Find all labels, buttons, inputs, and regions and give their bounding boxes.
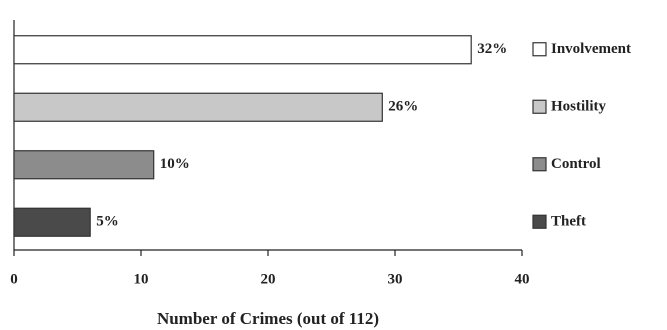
x-axis-title: Number of Crimes (out of 112) xyxy=(157,309,379,328)
legend-swatch xyxy=(532,42,547,57)
legend-label: Involvement xyxy=(551,41,631,57)
bar xyxy=(13,207,91,237)
x-tick-label: 30 xyxy=(388,271,403,287)
value-label: 32% xyxy=(477,41,507,57)
bar xyxy=(13,150,155,180)
bar xyxy=(13,92,383,122)
value-label: 5% xyxy=(96,214,119,230)
legend-swatch xyxy=(532,157,547,172)
x-tick-label: 20 xyxy=(261,271,276,287)
bar xyxy=(13,35,472,65)
legend-label: Theft xyxy=(551,214,586,230)
legend-label: Control xyxy=(551,156,601,172)
x-tick-label: 40 xyxy=(515,271,530,287)
legend-swatch xyxy=(532,99,547,114)
x-tick-label: 10 xyxy=(134,271,149,287)
legend-swatch xyxy=(532,214,547,229)
value-label: 10% xyxy=(160,156,190,172)
legend-label: Hostility xyxy=(551,99,606,115)
value-label: 26% xyxy=(388,99,418,115)
x-tick-label: 0 xyxy=(10,271,18,287)
